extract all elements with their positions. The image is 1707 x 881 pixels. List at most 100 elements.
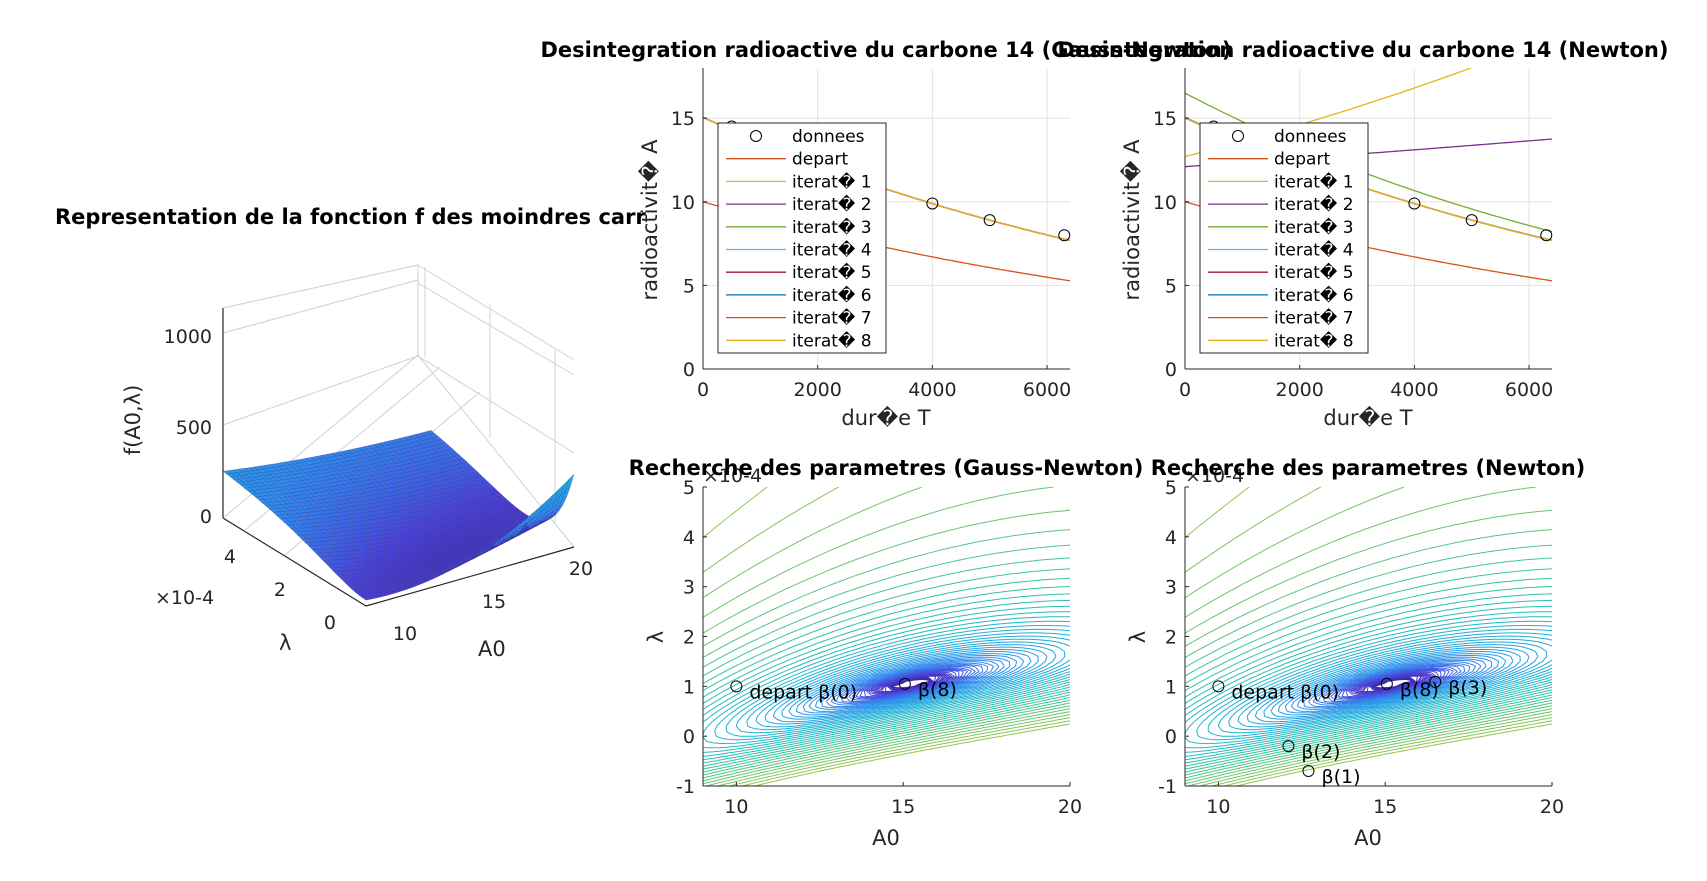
contour-line — [1185, 605, 1552, 757]
contour-line — [703, 599, 1070, 761]
contour-line — [1270, 648, 1521, 718]
contour-line — [703, 529, 1070, 782]
legend-label: depart — [1274, 150, 1330, 170]
gn-contour-title: Recherche des parametres (Gauss-Newton) — [629, 456, 1144, 480]
data-point — [1540, 229, 1553, 242]
contour-line — [841, 664, 984, 703]
legend-label: iterat� 3 — [792, 217, 872, 238]
contour-line — [1185, 529, 1552, 782]
contour-line — [1185, 593, 1552, 764]
y-tick-label: 10 — [671, 192, 695, 214]
gauss-newton-data-plot: 0 2000 4000 6000 0 5 10 15 Desintegration radi… — [540, 38, 1231, 430]
surface-axes — [222, 308, 575, 607]
surface-patch — [222, 470, 233, 475]
surface-patch — [397, 559, 407, 565]
surface-patch — [468, 545, 479, 550]
surface-patch — [500, 498, 510, 504]
surface-y-ticks: 4 2 0 ×10-4 — [155, 546, 336, 634]
contour-line — [1326, 665, 1462, 702]
contour-line — [1228, 635, 1552, 731]
surface-patch — [442, 553, 453, 558]
surface-patch — [257, 478, 268, 483]
contour-line — [808, 654, 1018, 712]
surface-patch — [337, 451, 347, 456]
surface-plot: Representation de la fonction f des moin… — [55, 205, 646, 661]
legend-label: iterat� 7 — [1274, 308, 1354, 329]
y-tick-label: 15 — [1153, 108, 1177, 130]
surface-patch — [327, 536, 337, 541]
surface-patch — [317, 487, 327, 493]
surface-patch — [305, 493, 315, 498]
contour-line — [1303, 658, 1487, 709]
iterate-label: β(2) — [1301, 741, 1340, 763]
x-ticks: 0 2000 4000 6000 — [697, 365, 1071, 401]
legend-label: iterat� 8 — [792, 330, 872, 351]
x-ticks: 10 15 20 — [1206, 782, 1564, 818]
y-tick-label: 4 — [1165, 527, 1177, 549]
contour-line — [1290, 654, 1500, 712]
x-tick-label: 10 — [1206, 796, 1230, 818]
contour-line — [1185, 544, 1552, 779]
x-tick-label: 6000 — [1023, 379, 1071, 401]
surface-patch — [450, 564, 460, 568]
surface-mesh — [222, 430, 575, 601]
surface-patch — [470, 502, 481, 508]
iterate-marker — [1282, 740, 1295, 753]
y-axis-label: radioactivit� A — [1119, 139, 1144, 301]
y-exponent: ×10-4 — [703, 465, 762, 487]
y-tick-label: -1 — [676, 776, 695, 798]
legend-box — [1199, 122, 1369, 354]
contour-line — [1185, 616, 1552, 749]
nt-contour-title: Recherche des parametres (Newton) — [1151, 456, 1586, 480]
contour-line — [703, 593, 1070, 764]
surface-y-exponent: ×10-4 — [155, 587, 214, 609]
contour-line — [821, 658, 1005, 709]
contour-line — [1277, 650, 1514, 716]
surface-patch — [352, 447, 363, 453]
contour-line — [788, 648, 1039, 718]
legend-label: donnees — [1274, 127, 1347, 147]
surface-patch — [281, 468, 292, 473]
legend-label: iterat� 5 — [1274, 262, 1354, 283]
contour-line — [1185, 487, 1552, 786]
contour-line — [703, 605, 1070, 757]
iterate-marker — [730, 680, 743, 693]
legend-label: iterat� 3 — [1274, 217, 1354, 238]
surface-patch — [540, 519, 550, 523]
x-tick-label: 20 — [1540, 796, 1564, 818]
x-tick-label: 15 — [1373, 796, 1397, 818]
contour-line — [735, 632, 1070, 734]
legend-label: iterat� 1 — [792, 171, 872, 192]
contour-line — [764, 641, 1066, 725]
surface-patch — [493, 491, 503, 498]
surface-patch — [394, 578, 405, 583]
y-tick-label: 0 — [1165, 359, 1177, 381]
y-tick-label: 15 — [671, 108, 695, 130]
y-ticks: 0 5 10 15 — [1153, 108, 1189, 381]
y-tick-label: 0 — [683, 726, 695, 748]
surface-patch — [314, 529, 325, 535]
x-tick-label: 10 — [724, 796, 748, 818]
surface-patch — [316, 455, 326, 460]
surface-z-ticks: 1000 500 0 — [164, 326, 212, 528]
iterate-marker — [1429, 675, 1442, 688]
y-tick-label: 0 — [683, 359, 695, 381]
legend-box — [717, 122, 887, 354]
iterate-marker — [1302, 765, 1315, 778]
contour-line — [703, 568, 1070, 773]
x-tick-label: 20 — [1058, 796, 1082, 818]
contour-line — [795, 650, 1032, 716]
nt-data-title: Desintegration radioactive du carbone 14… — [1058, 38, 1669, 62]
surface-patch — [398, 543, 409, 549]
contour-line — [851, 667, 972, 700]
contour-line — [830, 661, 994, 706]
contour-line — [1185, 599, 1552, 761]
legend-label: donnees — [792, 127, 865, 147]
legend-label: iterat� 6 — [792, 285, 872, 306]
surface-patch — [365, 463, 375, 469]
x-ticks: 0 2000 4000 6000 — [1179, 365, 1553, 401]
contour-line — [703, 620, 1070, 745]
surface-patch — [335, 466, 346, 471]
gauss-newton-contour-plot: depart β(0) β(8) 10 15 20 -1 0 1 2 3 4 5 ×10-4 Re… — [629, 456, 1144, 850]
